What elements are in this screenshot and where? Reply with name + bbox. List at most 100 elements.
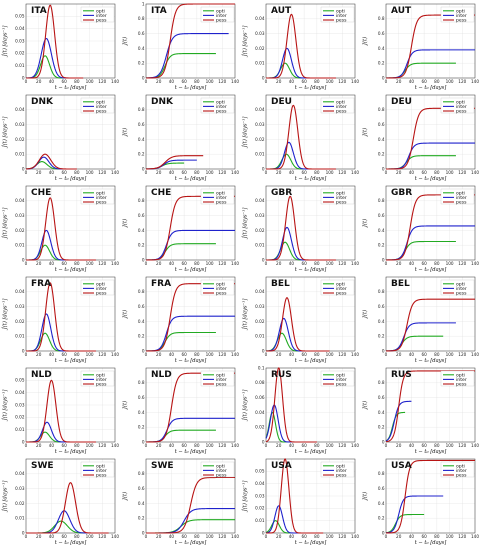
panel-title: GBR: [391, 188, 412, 198]
legend-label-opti: opti: [96, 463, 105, 469]
x-tick-label: 40: [289, 352, 295, 357]
x-tick-label: 20: [396, 352, 402, 357]
x-tick-label: 80: [194, 534, 200, 539]
y-tick-label: 0.4: [138, 501, 145, 506]
y-tick-label: 0.8: [378, 107, 385, 112]
legend-label-pess: pess: [456, 19, 467, 24]
legend-label-inter: inter: [456, 104, 467, 110]
series-line-pess: [266, 13, 336, 79]
plot-svg: 0 20 40 60 80 100 120 140 0 0.02 0.04 0.06 0.08 0.1 RU…: [242, 365, 360, 455]
y-tick-label: 0.04: [255, 289, 265, 294]
chart-panel-che-rate: 0 20 40 60 80 100 120 140 0 0.01 0.02 0.03 0.04 CHE op…: [0, 182, 120, 273]
y-tick-label: 0.04: [255, 481, 265, 486]
x-axis-label: t − t₀ [days]: [295, 85, 328, 91]
panel-title: BEL: [271, 279, 290, 289]
y-tick-label: 0: [382, 439, 385, 444]
plot-svg: 0 20 40 60 80 100 120 140 0 0.01 0.02 0.03 0.04 SWE op…: [2, 458, 119, 546]
plot-svg: 0 20 40 60 80 100 120 140 0 0.01 0.02 0.03 0.04 0.05 U…: [242, 458, 359, 546]
y-tick-label: 0.6: [138, 304, 145, 309]
x-tick-label: 0: [385, 534, 388, 539]
series-line-inter: [385, 495, 444, 534]
y-axis-label: J(t): [122, 492, 129, 501]
series-line-pess: [266, 297, 330, 352]
x-tick-label: 120: [218, 79, 226, 84]
legend-label-opti: opti: [456, 372, 465, 378]
x-tick-label: 120: [338, 534, 346, 539]
legend-label-pess: pess: [216, 19, 227, 24]
x-tick-label: 0: [145, 79, 148, 84]
legend-label-inter: inter: [336, 468, 347, 474]
x-tick-label: 120: [98, 79, 106, 84]
y-axis-label: J̇(t) [days⁻¹]: [2, 207, 9, 240]
x-tick-label: 0: [265, 443, 268, 448]
x-tick-label: 80: [194, 79, 200, 84]
chart-panel-rus-rate: 0 20 40 60 80 100 120 140 0 0.02 0.04 0.06 0.08 0.1 RU…: [240, 364, 360, 455]
y-tick-label: 0: [22, 75, 25, 80]
legend-label-pess: pess: [96, 383, 107, 388]
x-tick-label: 40: [169, 170, 175, 175]
x-tick-label: 140: [471, 534, 479, 539]
x-tick-label: 20: [36, 170, 42, 175]
x-tick-label: 120: [338, 261, 346, 266]
x-tick-label: 140: [111, 170, 119, 175]
chart-panel-nld-cumulative: 0 20 40 60 80 100 120 140 0 0.2 0.4 0.6 0.8 NLD opti in…: [120, 364, 240, 455]
y-tick-label: 0: [262, 257, 265, 262]
y-axis-label: J(t): [362, 310, 369, 319]
legend-label-opti: opti: [216, 99, 225, 105]
y-tick-label: 0.01: [15, 427, 25, 432]
y-tick-label: 0: [262, 530, 265, 535]
legend-label-pess: pess: [456, 474, 467, 479]
legend-label-inter: inter: [96, 104, 107, 110]
x-tick-label: 40: [169, 443, 175, 448]
panel-title: NLD: [31, 370, 52, 380]
x-tick-label: 80: [314, 443, 320, 448]
x-tick-label: 140: [471, 352, 479, 357]
plot-frame: [25, 458, 116, 534]
series-line-pess: [146, 3, 235, 79]
x-tick-label: 140: [471, 79, 479, 84]
y-tick-label: 0.01: [15, 334, 25, 339]
x-tick-label: 60: [301, 443, 307, 448]
x-tick-label: 0: [145, 170, 148, 175]
y-tick-label: 0.8: [378, 380, 385, 385]
x-tick-label: 20: [156, 170, 162, 175]
x-tick-label: 0: [265, 170, 268, 175]
x-tick-label: 120: [218, 352, 226, 357]
y-axis-label: J(t): [362, 219, 369, 228]
x-tick-label: 80: [74, 443, 80, 448]
x-tick-label: 0: [265, 261, 268, 266]
x-tick-label: 80: [194, 261, 200, 266]
legend-label-inter: inter: [216, 286, 227, 292]
y-tick-label: 0.4: [378, 319, 385, 324]
series-line-pess: [386, 459, 475, 534]
legend-label-opti: opti: [336, 190, 345, 196]
plot-frame: [145, 458, 236, 534]
x-tick-label: 0: [145, 352, 148, 357]
plot-svg: 0 20 40 60 80 100 120 140 0 0.01 0.02 0.03 0.04 DNK op…: [2, 94, 119, 182]
x-tick-label: 80: [74, 170, 80, 175]
plot-svg: 0 20 40 60 80 100 120 140 0 0.01 0.02 0.03 0.04 0.05 I…: [2, 3, 119, 91]
panel-title: SWE: [31, 461, 54, 471]
legend-label-pess: pess: [456, 292, 467, 297]
y-tick-label: 0.6: [138, 31, 145, 36]
x-tick-label: 60: [421, 261, 427, 266]
x-tick-label: 120: [98, 534, 106, 539]
y-tick-label: 0.01: [255, 334, 265, 339]
chart-panel-dnk-cumulative: 0 20 40 60 80 100 120 140 0 0.2 0.4 0.6 0.8 DNK opti in…: [120, 91, 240, 182]
plot-svg: 0 20 40 60 80 100 120 140 0 0.2 0.4 0.6 0.8 BEL optiin…: [362, 276, 479, 364]
legend-label-opti: opti: [216, 190, 225, 196]
legend-label-opti: opti: [96, 99, 105, 105]
y-tick-label: 0.01: [255, 518, 265, 523]
plot-svg: 0 20 40 60 80 100 120 140 0 0.2 0.4 0.6 0.8 RUS optiin…: [362, 367, 479, 455]
x-tick-label: 0: [265, 352, 268, 357]
x-tick-label: 80: [314, 352, 320, 357]
x-axis-label: t − t₀ [days]: [55, 176, 88, 182]
y-tick-label: 0.6: [378, 31, 385, 36]
x-tick-label: 100: [206, 352, 214, 357]
legend-label-opti: opti: [96, 190, 105, 196]
series-line-pess: [385, 14, 475, 79]
legend-label-inter: inter: [336, 13, 347, 19]
x-tick-label: 80: [314, 534, 320, 539]
series-line-opti: [385, 513, 425, 534]
series-line-inter: [266, 141, 324, 170]
